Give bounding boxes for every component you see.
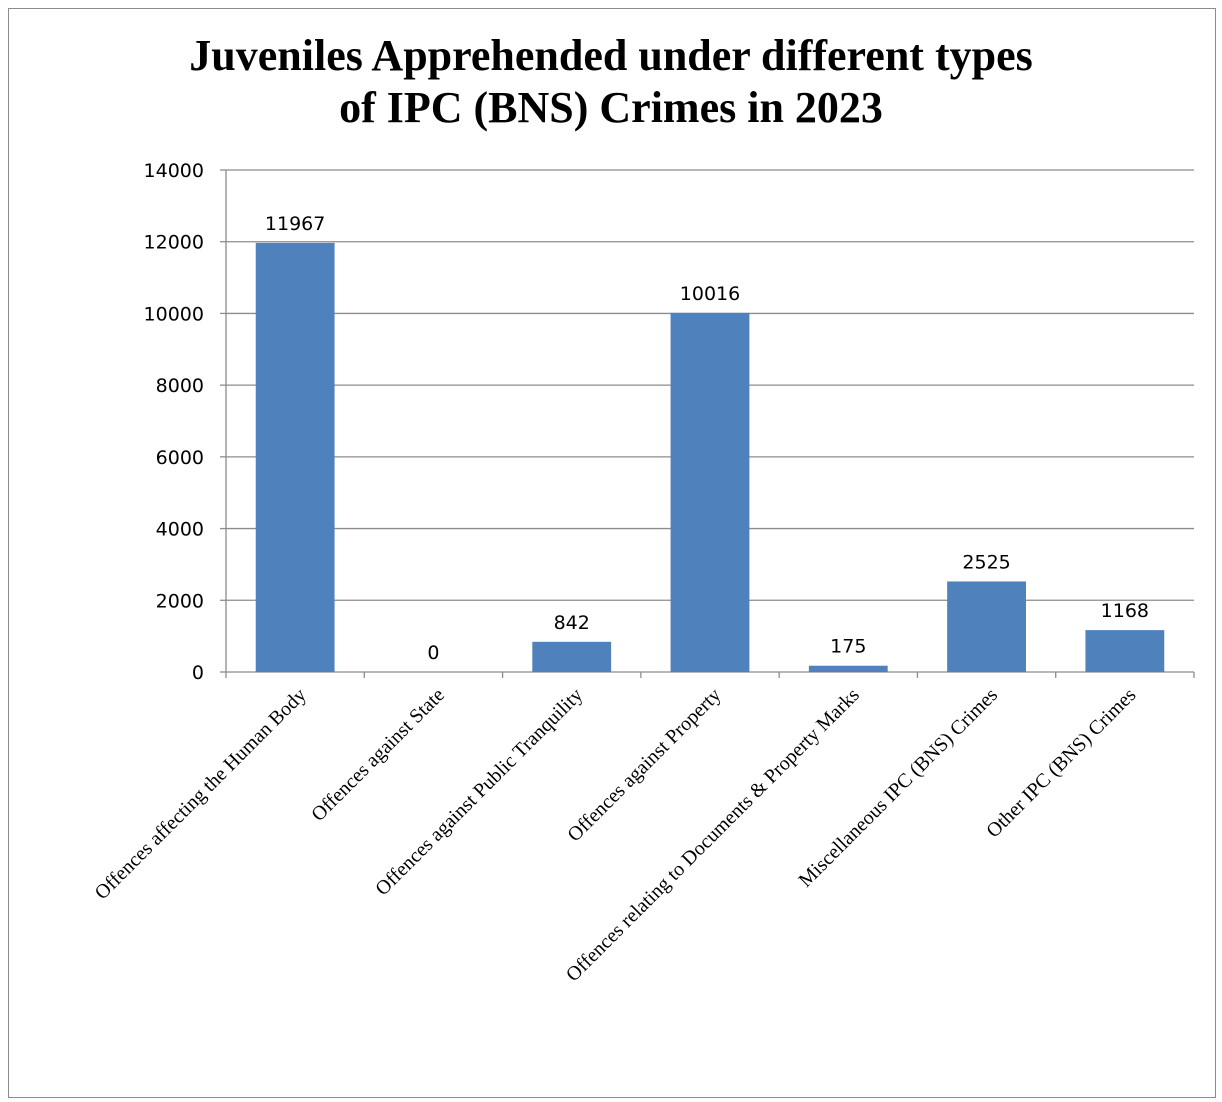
bar (670, 312, 750, 672)
y-tick-label: 2000 (156, 590, 204, 612)
data-label: 0 (427, 642, 439, 664)
data-label: 175 (830, 636, 866, 658)
y-tick-label: 8000 (156, 375, 204, 397)
y-tick-label: 4000 (156, 519, 204, 541)
data-label: 11967 (265, 213, 325, 235)
data-label: 2525 (962, 551, 1010, 573)
bar (808, 665, 888, 672)
chart-title: Juveniles Apprehended under different ty… (0, 30, 1222, 134)
bar (255, 242, 335, 672)
chart-title-line-1: Juveniles Apprehended under different ty… (189, 31, 1033, 80)
category-label: Offences against Property (563, 684, 725, 846)
y-tick-label: 12000 (144, 232, 204, 254)
chart-frame (8, 8, 1216, 1098)
data-label: 842 (554, 612, 590, 634)
y-tick-label: 0 (192, 662, 204, 684)
bar (1085, 630, 1165, 672)
category-label: Other IPC (BNS) Crimes (982, 684, 1140, 842)
bar (947, 581, 1026, 672)
category-label: Offences relating to Documents & Propert… (562, 684, 864, 986)
category-label: Offences against State (307, 684, 449, 826)
y-tick-label: 14000 (144, 160, 204, 182)
y-tick-label: 6000 (156, 447, 204, 469)
data-label: 1168 (1101, 600, 1149, 622)
y-tick-label: 10000 (144, 303, 204, 325)
bar (532, 641, 612, 672)
data-label: 10016 (680, 283, 740, 305)
category-label: Offences affecting the Human Body (91, 684, 311, 904)
chart-title-line-2: of IPC (BNS) Crimes in 2023 (339, 83, 883, 132)
